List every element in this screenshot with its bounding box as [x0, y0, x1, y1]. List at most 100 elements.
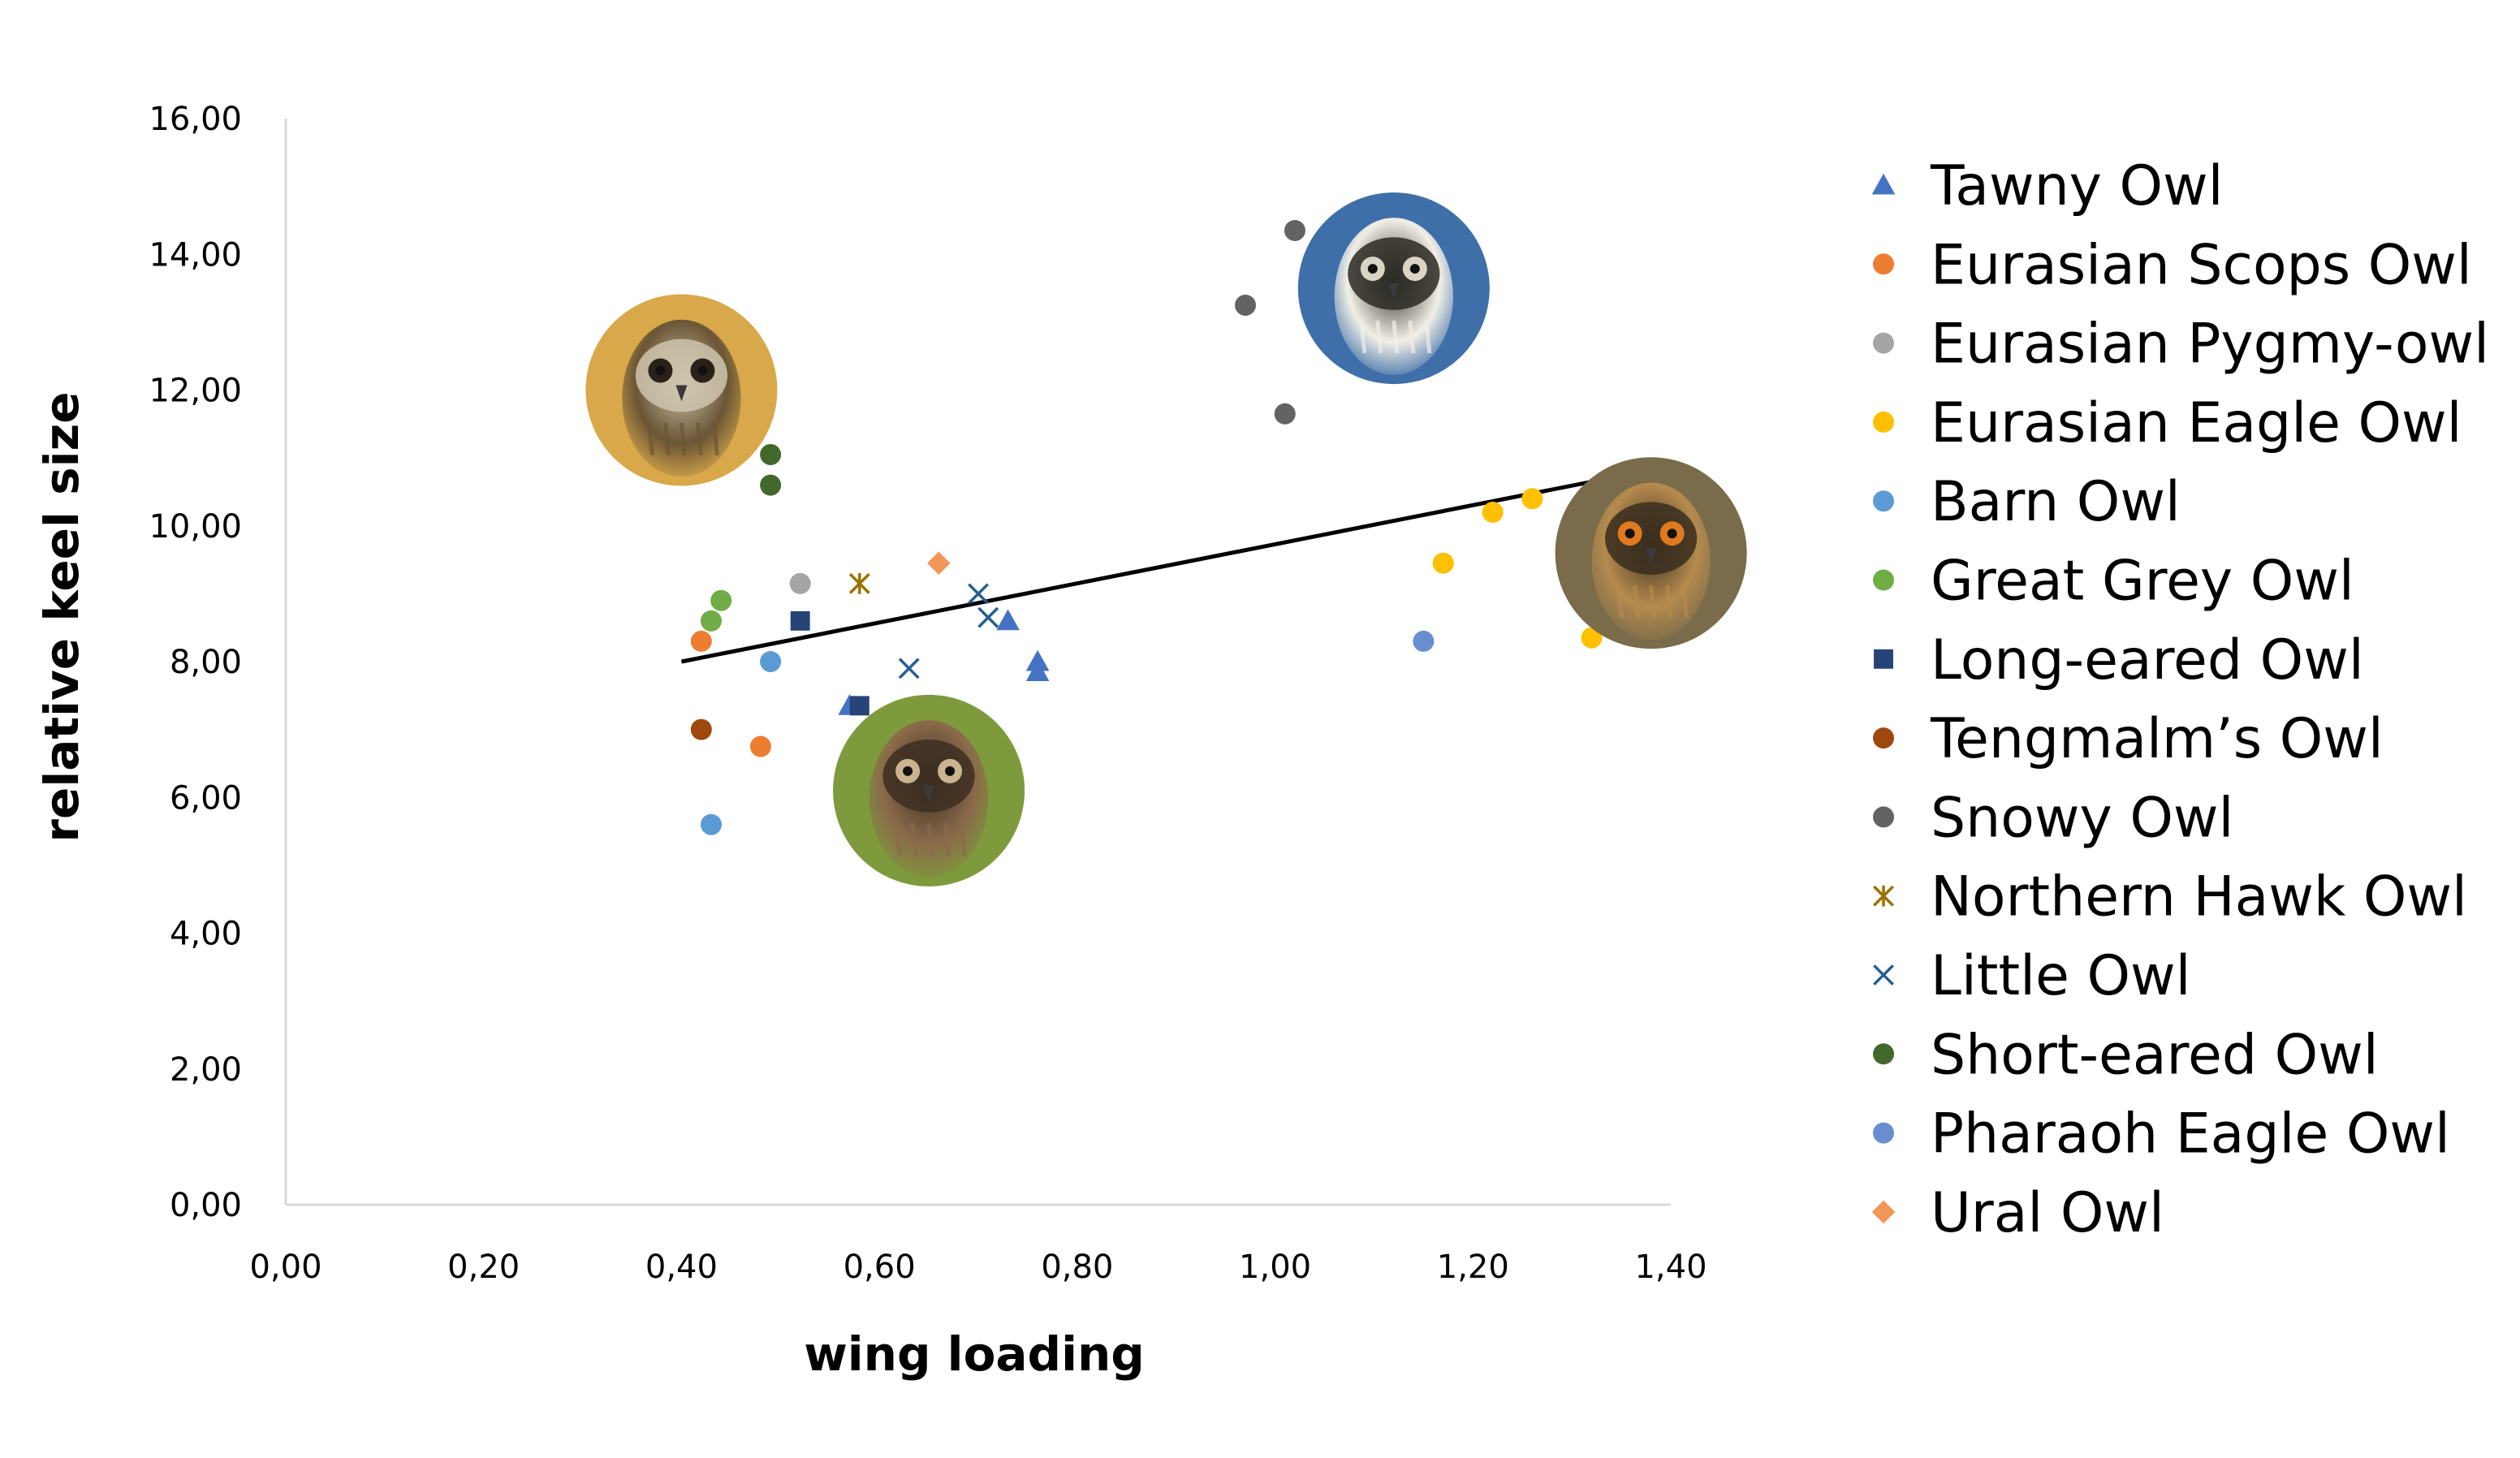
data-point-northern-hawk-owl	[848, 572, 870, 594]
y-tick-label: 6,00	[170, 779, 242, 817]
y-tick-label: 0,00	[170, 1187, 242, 1224]
y-tick-label: 16,00	[149, 101, 242, 138]
data-point-great-grey-owl	[700, 610, 722, 632]
data-point-barn-owl	[760, 651, 782, 672]
data-point-short-eared-owl	[760, 474, 782, 496]
data-point-eurasian-eagle-owl	[1581, 627, 1603, 649]
legend-item-long-eared-owl: Long-eared Owl	[1874, 628, 2364, 692]
legend-label: Northern Hawk Owl	[1931, 865, 2467, 930]
legend-marker-barn-owl	[1873, 490, 1894, 512]
legend-label: Eurasian Scops Owl	[1931, 233, 2472, 297]
x-axis-title: wing loading	[804, 1326, 1145, 1382]
legend-marker-little-owl	[1873, 964, 1894, 986]
data-point-little-owl	[898, 658, 920, 679]
legend-item-great-grey-owl: Great Grey Owl	[1873, 550, 2354, 614]
legend-item-ural-owl: Ural Owl	[1871, 1181, 2164, 1245]
y-axis-title: relative keel size	[34, 391, 89, 842]
data-point-little-owl	[977, 606, 999, 628]
legend-label: Long-eared Owl	[1931, 628, 2364, 692]
x-tick-label: 0,20	[447, 1249, 520, 1286]
trendline-layer	[680, 479, 1592, 664]
legend-marker-long-eared-owl	[1874, 649, 1893, 669]
x-tick-label: 0,00	[249, 1249, 321, 1286]
legend-item-pharaoh-eagle-owl: Pharaoh Eagle Owl	[1873, 1102, 2450, 1167]
legend-marker-tengmalms-owl	[1873, 727, 1894, 749]
legend-label: Ural Owl	[1931, 1181, 2164, 1245]
data-point-eurasian-scops-owl	[749, 735, 771, 757]
legend-label: Snowy Owl	[1931, 786, 2233, 850]
legend-label: Great Grey Owl	[1931, 550, 2354, 614]
y-tick-label: 14,00	[149, 236, 242, 274]
legend-marker-snowy-owl	[1873, 806, 1894, 828]
legend-label: Pharaoh Eagle Owl	[1931, 1102, 2450, 1167]
y-tick-label: 2,00	[170, 1051, 242, 1089]
tick-labels: 0,00 2,00 4,00 6,00 8,00 10,00 12,00 14,00 16,00…	[149, 101, 1707, 1286]
x-tick-label: 0,60	[844, 1249, 916, 1286]
long-eared-owl-photo-icon	[833, 694, 1025, 886]
x-tick-label: 1,00	[1239, 1249, 1311, 1286]
data-point-short-eared-owl	[760, 443, 782, 465]
legend-marker-eurasian-eagle-owl	[1873, 411, 1894, 433]
data-point-ural-owl	[926, 551, 951, 576]
data-point-little-owl	[968, 583, 989, 605]
data-point-tawny-owl	[996, 609, 1020, 631]
data-point-snowy-owl	[1274, 403, 1296, 425]
legend-item-northern-hawk-owl: Northern Hawk Owl	[1873, 865, 2467, 930]
axes-layer	[284, 119, 1671, 1206]
legend-item-short-eared-owl: Short-eared Owl	[1873, 1023, 2379, 1087]
data-point-tawny-owl	[1025, 660, 1050, 681]
data-point-snowy-owl	[1284, 219, 1305, 241]
legend-label: Tengmalm’s Owl	[1930, 707, 2384, 771]
data-point-eurasian-eagle-owl	[1432, 552, 1454, 574]
legend-item-eurasian-eagle-owl: Eurasian Eagle Owl	[1873, 391, 2462, 455]
x-tick-label: 1,20	[1437, 1249, 1509, 1286]
legend-marker-ural-owl	[1871, 1200, 1896, 1224]
legend-label: Barn Owl	[1931, 470, 2181, 534]
data-point-snowy-owl	[1235, 294, 1257, 316]
y-tick-label: 8,00	[170, 644, 242, 681]
legend-item-tengmalms-owl: Tengmalm’s Owl	[1873, 707, 2384, 771]
legend-marker-northern-hawk-owl	[1873, 885, 1894, 907]
legend-label: Short-eared Owl	[1931, 1023, 2379, 1087]
x-tick-label: 0,80	[1041, 1249, 1113, 1286]
y-tick-label: 12,00	[149, 373, 242, 410]
data-point-eurasian-eagle-owl	[1521, 488, 1543, 510]
owl-photos	[585, 192, 1747, 886]
x-tick-label: 1,40	[1634, 1249, 1707, 1286]
legend-marker-great-grey-owl	[1873, 569, 1894, 591]
legend-item-barn-owl: Barn Owl	[1873, 470, 2181, 534]
data-point-tengmalms-owl	[690, 718, 712, 740]
legend-item-eurasian-pygmy-owl: Eurasian Pygmy-owl	[1873, 313, 2489, 377]
legend-marker-pharaoh-eagle-owl	[1873, 1122, 1894, 1144]
data-point-great-grey-owl	[710, 589, 732, 611]
legend-label: Little Owl	[1931, 944, 2190, 1008]
y-tick-label: 10,00	[149, 508, 242, 546]
legend-marker-tawny-owl	[1871, 173, 1896, 195]
snowy-owl-photo-icon	[1297, 192, 1490, 385]
y-tick-label: 4,00	[170, 916, 242, 953]
x-tick-label: 0,40	[645, 1249, 718, 1286]
legend-marker-eurasian-scops-owl	[1873, 253, 1894, 275]
legend-label: Eurasian Eagle Owl	[1931, 391, 2462, 455]
data-point-eurasian-pygmy-owl	[789, 572, 811, 594]
data-point-eurasian-eagle-owl	[1482, 502, 1504, 524]
legend-item-tawny-owl: Tawny Owl	[1871, 154, 2224, 218]
data-point-eurasian-scops-owl	[690, 630, 712, 652]
legend-item-snowy-owl: Snowy Owl	[1873, 786, 2233, 850]
trendline	[680, 479, 1592, 664]
legend-label: Tawny Owl	[1930, 154, 2224, 218]
data-point-long-eared-owl	[790, 610, 810, 631]
data-point-long-eared-owl	[849, 696, 869, 716]
eurasian-eagle-owl-photo-icon	[1555, 457, 1747, 649]
data-point-barn-owl	[700, 813, 722, 835]
short-eared-owl-photo-icon	[585, 294, 778, 486]
legend-item-eurasian-scops-owl: Eurasian Scops Owl	[1873, 233, 2472, 297]
legend-marker-eurasian-pygmy-owl	[1873, 332, 1894, 354]
legend-label: Eurasian Pygmy-owl	[1931, 313, 2489, 377]
legend-item-little-owl: Little Owl	[1873, 944, 2190, 1008]
data-point-pharaoh-eagle-owl	[1413, 630, 1435, 652]
data-points	[690, 219, 1603, 835]
legend: Tawny Owl Eurasian Scops Owl Eurasian Pygm…	[1871, 154, 2489, 1245]
